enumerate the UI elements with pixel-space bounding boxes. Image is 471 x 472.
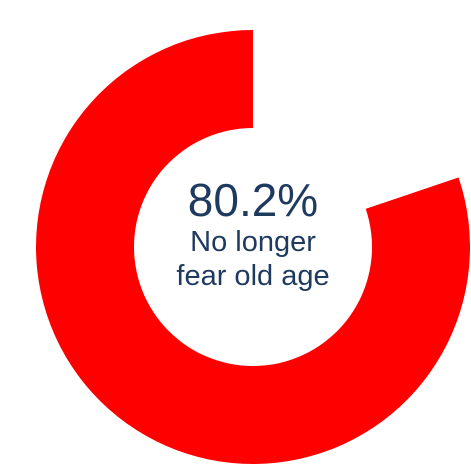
center-caption-line-1: No longer xyxy=(190,226,316,258)
donut-slice-main xyxy=(35,30,471,465)
center-value: 80.2% xyxy=(187,174,319,226)
center-caption-line-2: fear old age xyxy=(176,260,330,292)
donut-slice-remainder xyxy=(253,30,459,209)
